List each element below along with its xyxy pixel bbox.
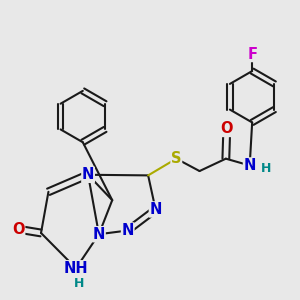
Text: S: S: [171, 151, 181, 166]
Text: N: N: [93, 227, 105, 242]
Text: H: H: [261, 162, 271, 175]
Text: O: O: [220, 122, 233, 136]
Text: N: N: [82, 167, 94, 182]
Text: N: N: [244, 158, 256, 173]
Text: N: N: [149, 202, 162, 217]
Text: O: O: [12, 222, 25, 237]
Text: H: H: [74, 277, 84, 290]
Text: F: F: [247, 46, 257, 62]
Text: N: N: [122, 223, 134, 238]
Text: NH: NH: [64, 261, 88, 276]
